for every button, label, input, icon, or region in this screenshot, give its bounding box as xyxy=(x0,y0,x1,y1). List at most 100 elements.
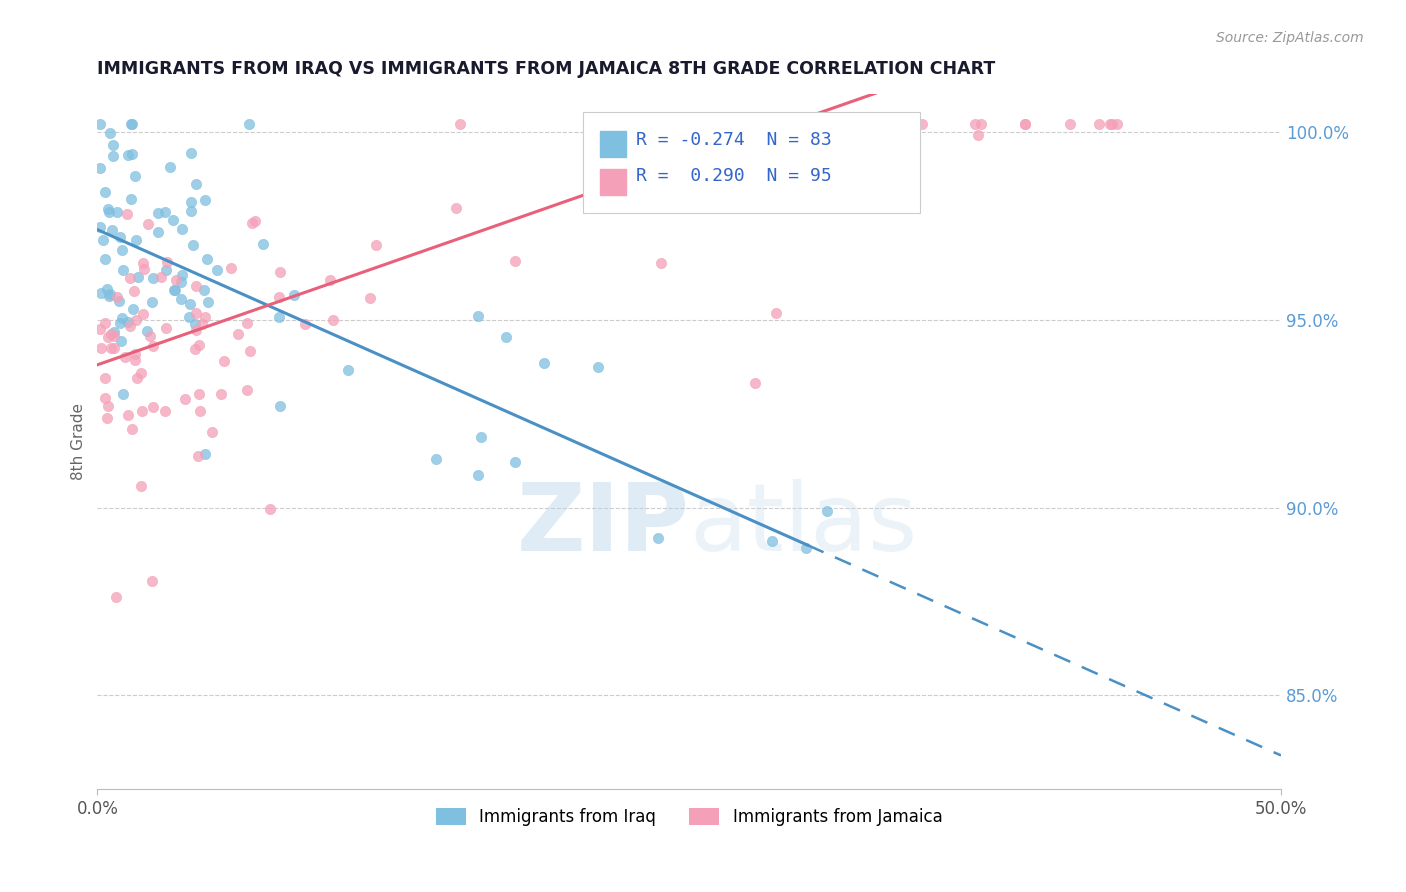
Point xyxy=(136,217,159,231)
Point xyxy=(815,504,838,518)
Point xyxy=(98,126,121,140)
Point xyxy=(366,238,388,252)
Point xyxy=(98,288,121,302)
Point xyxy=(449,118,471,132)
Point xyxy=(129,479,152,493)
Point xyxy=(170,268,193,282)
Point xyxy=(90,285,112,300)
Point xyxy=(799,140,821,154)
Point xyxy=(141,295,163,310)
Point xyxy=(111,387,134,401)
Point xyxy=(911,118,934,132)
Point xyxy=(169,275,191,289)
Point xyxy=(201,425,224,439)
Point xyxy=(108,229,131,244)
Point xyxy=(651,122,673,136)
Point xyxy=(101,138,124,153)
Point xyxy=(243,213,266,227)
Point xyxy=(269,399,291,413)
Point xyxy=(120,271,142,285)
Point xyxy=(170,221,193,235)
Point xyxy=(121,146,143,161)
Point xyxy=(104,591,127,605)
Point xyxy=(794,541,817,555)
Point xyxy=(120,118,142,132)
Point xyxy=(132,262,155,277)
Point xyxy=(283,287,305,301)
Point xyxy=(114,350,136,364)
Point xyxy=(240,216,263,230)
Point xyxy=(122,301,145,316)
Point xyxy=(98,204,121,219)
Point xyxy=(155,263,177,277)
Legend: Immigrants from Iraq, Immigrants from Jamaica: Immigrants from Iraq, Immigrants from Ja… xyxy=(429,802,949,833)
Point xyxy=(131,404,153,418)
Text: atlas: atlas xyxy=(689,479,917,571)
Point xyxy=(180,204,202,219)
Point xyxy=(1088,118,1111,132)
Point xyxy=(105,290,128,304)
Point xyxy=(96,411,118,425)
Text: ZIP: ZIP xyxy=(516,479,689,571)
Point xyxy=(153,205,176,219)
Point xyxy=(111,263,134,277)
Text: IMMIGRANTS FROM IRAQ VS IMMIGRANTS FROM JAMAICA 8TH GRADE CORRELATION CHART: IMMIGRANTS FROM IRAQ VS IMMIGRANTS FROM … xyxy=(97,60,995,78)
Point xyxy=(121,422,143,436)
Point xyxy=(195,252,218,266)
Point xyxy=(110,334,132,349)
Text: Source: ZipAtlas.com: Source: ZipAtlas.com xyxy=(1216,31,1364,45)
Point xyxy=(156,255,179,269)
Point xyxy=(94,317,117,331)
Point xyxy=(124,347,146,361)
Point xyxy=(810,118,832,132)
Point xyxy=(359,291,381,305)
Point xyxy=(503,455,526,469)
Point xyxy=(165,272,187,286)
Point xyxy=(269,265,291,279)
Point xyxy=(101,222,124,236)
Point xyxy=(239,344,262,359)
Point xyxy=(121,118,143,132)
FancyBboxPatch shape xyxy=(582,112,920,212)
Point xyxy=(139,329,162,343)
Point xyxy=(586,359,609,374)
Point xyxy=(111,243,134,257)
Point xyxy=(720,183,742,197)
Point xyxy=(337,363,360,377)
Point xyxy=(120,193,142,207)
Point xyxy=(1099,118,1122,132)
Point xyxy=(194,447,217,461)
Point xyxy=(180,146,202,161)
Point xyxy=(94,185,117,199)
Point xyxy=(103,325,125,339)
Point xyxy=(186,323,208,337)
Point xyxy=(177,310,200,324)
Point xyxy=(467,468,489,483)
Point xyxy=(141,574,163,589)
Point xyxy=(252,237,274,252)
Point xyxy=(125,233,148,247)
Point xyxy=(91,233,114,247)
Point xyxy=(94,252,117,266)
Point xyxy=(142,401,165,415)
Point xyxy=(194,193,217,207)
Point xyxy=(186,177,208,191)
Point xyxy=(101,149,124,163)
Point xyxy=(105,205,128,219)
Point xyxy=(124,169,146,183)
Point xyxy=(187,449,209,463)
Point xyxy=(89,161,111,176)
Point xyxy=(136,324,159,338)
Point xyxy=(184,305,207,319)
Point xyxy=(162,213,184,227)
Point xyxy=(322,313,344,327)
Point xyxy=(117,315,139,329)
Point xyxy=(503,254,526,268)
Point xyxy=(163,283,186,297)
Point xyxy=(97,202,120,216)
Point xyxy=(163,283,186,297)
Point xyxy=(1014,118,1036,132)
Point xyxy=(744,376,766,391)
Point xyxy=(197,295,219,310)
Point xyxy=(125,312,148,326)
